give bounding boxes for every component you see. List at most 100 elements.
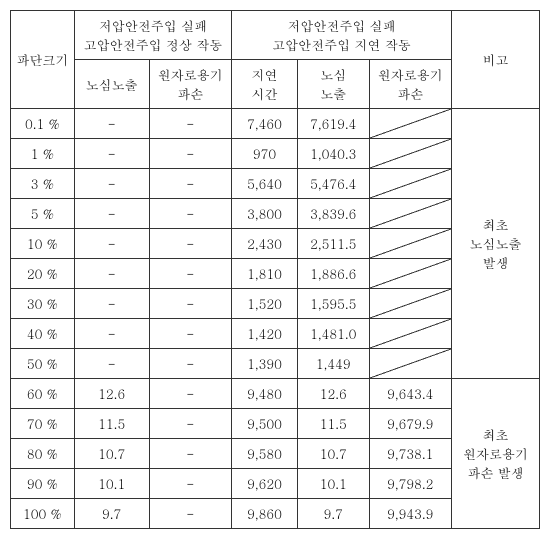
- cell-core-exposure: -: [74, 319, 149, 349]
- cell-core-exposure-2: 2,511.5: [298, 229, 369, 259]
- cell-vessel-damage-2: [369, 199, 451, 229]
- cell-delay-time: 9,500: [232, 409, 298, 439]
- cell-vessel-damage: -: [149, 349, 231, 379]
- cell-core-exposure: 11.5: [74, 409, 149, 439]
- cell-core-exposure: -: [74, 169, 149, 199]
- header-group2-l2: 고압안전주입 지연 작동: [272, 35, 411, 54]
- cell-delay-time: 2,430: [232, 229, 298, 259]
- cell-core-exposure: 12.6: [74, 379, 149, 409]
- cell-delay-time: 1,390: [232, 349, 298, 379]
- cell-vessel-damage: -: [149, 169, 231, 199]
- cell-delay-time: 7,460: [232, 109, 298, 139]
- note-first-vessel-damage: 최초원자로용기파손 발생: [451, 379, 539, 529]
- cell-vessel-damage: -: [149, 439, 231, 469]
- cell-vessel-damage-2: 9,679.9: [369, 409, 451, 439]
- cell-vessel-damage: -: [149, 409, 231, 439]
- cell-size: 20 %: [11, 259, 75, 289]
- cell-core-exposure-2: 1,886.6: [298, 259, 369, 289]
- cell-core-exposure-2: 5,476.4: [298, 169, 369, 199]
- cell-core-exposure: -: [74, 289, 149, 319]
- header-sub-core2: 노심 노출: [298, 60, 369, 109]
- table-row: 0.1 %--7,4607,619.4최초노심노출발생: [11, 109, 540, 139]
- header-group1: 저압안전주입 실패 고압안전주입 정상 작동: [74, 11, 231, 60]
- header-note: 비고: [451, 11, 539, 109]
- cell-vessel-damage-2: [369, 319, 451, 349]
- cell-core-exposure-2: 7,619.4: [298, 109, 369, 139]
- cell-size: 10 %: [11, 229, 75, 259]
- cell-size: 50 %: [11, 349, 75, 379]
- header-sub-vessel2: 원자로용기 파손: [369, 60, 451, 109]
- cell-size: 5 %: [11, 199, 75, 229]
- cell-size: 1 %: [11, 139, 75, 169]
- cell-size: 90 %: [11, 469, 75, 499]
- cell-core-exposure: -: [74, 199, 149, 229]
- data-table: 파단크기 저압안전주입 실패 고압안전주입 정상 작동 저압안전주입 실패 고압…: [10, 10, 540, 529]
- cell-size: 30 %: [11, 289, 75, 319]
- header-sub-core: 노심노출: [74, 60, 149, 109]
- cell-core-exposure-2: 11.5: [298, 409, 369, 439]
- cell-core-exposure-2: 10.1: [298, 469, 369, 499]
- cell-vessel-damage: -: [149, 469, 231, 499]
- table-row: 60 %12.6-9,48012.69,643.4최초원자로용기파손 발생: [11, 379, 540, 409]
- cell-core-exposure-2: 1,449: [298, 349, 369, 379]
- cell-core-exposure: -: [74, 349, 149, 379]
- note2-l1: 최초: [482, 425, 508, 444]
- header-sub-core2-l1: 노심: [320, 65, 346, 84]
- cell-size: 3 %: [11, 169, 75, 199]
- header-group2-l1: 저압안전주입 실패: [287, 16, 395, 35]
- cell-delay-time: 5,640: [232, 169, 298, 199]
- cell-vessel-damage: -: [149, 289, 231, 319]
- header-sub-delay-l1: 지연: [252, 65, 278, 84]
- cell-delay-time: 1,420: [232, 319, 298, 349]
- cell-vessel-damage-2: [369, 289, 451, 319]
- cell-size: 0.1 %: [11, 109, 75, 139]
- header-size: 파단크기: [11, 11, 75, 109]
- header-sub-delay-l2: 시간: [252, 84, 278, 103]
- cell-size: 60 %: [11, 379, 75, 409]
- cell-vessel-damage-2: 9,943.9: [369, 499, 451, 529]
- header-sub-vessel-l2: 파손: [177, 84, 203, 103]
- header-sub-vessel2-l2: 파손: [397, 84, 423, 103]
- cell-vessel-damage-2: [369, 109, 451, 139]
- cell-size: 80 %: [11, 439, 75, 469]
- cell-delay-time: 1,810: [232, 259, 298, 289]
- cell-vessel-damage-2: [369, 259, 451, 289]
- cell-size: 100 %: [11, 499, 75, 529]
- header-group2: 저압안전주입 실패 고압안전주입 지연 작동: [232, 11, 452, 60]
- cell-vessel-damage-2: 9,643.4: [369, 379, 451, 409]
- cell-core-exposure-2: 1,595.5: [298, 289, 369, 319]
- header-sub-vessel-l1: 원자로용기: [158, 65, 223, 84]
- header-group1-l1: 저압안전주입 실패: [99, 16, 207, 35]
- cell-core-exposure: -: [74, 109, 149, 139]
- cell-core-exposure-2: 1,481.0: [298, 319, 369, 349]
- cell-delay-time: 1,520: [232, 289, 298, 319]
- cell-core-exposure-2: 1,040.3: [298, 139, 369, 169]
- header-sub-vessel2-l1: 원자로용기: [378, 65, 443, 84]
- cell-core-exposure: -: [74, 259, 149, 289]
- cell-vessel-damage-2: [369, 229, 451, 259]
- cell-core-exposure: 9.7: [74, 499, 149, 529]
- cell-delay-time: 9,860: [232, 499, 298, 529]
- cell-core-exposure: 10.7: [74, 439, 149, 469]
- cell-core-exposure-2: 10.7: [298, 439, 369, 469]
- cell-vessel-damage: -: [149, 229, 231, 259]
- cell-delay-time: 9,620: [232, 469, 298, 499]
- cell-vessel-damage: -: [149, 109, 231, 139]
- cell-vessel-damage: -: [149, 319, 231, 349]
- table-body: 0.1 %--7,4607,619.4최초노심노출발생1 %--9701,040…: [11, 109, 540, 529]
- cell-vessel-damage: -: [149, 199, 231, 229]
- cell-size: 40 %: [11, 319, 75, 349]
- note2-l3: 파손 발생: [467, 463, 523, 482]
- cell-core-exposure-2: 12.6: [298, 379, 369, 409]
- cell-vessel-damage: -: [149, 499, 231, 529]
- note-first-core-exposure: 최초노심노출발생: [451, 109, 539, 379]
- header-sub-delay: 지연 시간: [232, 60, 298, 109]
- cell-core-exposure-2: 3,839.6: [298, 199, 369, 229]
- cell-vessel-damage-2: [369, 139, 451, 169]
- cell-vessel-damage: -: [149, 139, 231, 169]
- cell-vessel-damage: -: [149, 379, 231, 409]
- cell-vessel-damage-2: 9,738.1: [369, 439, 451, 469]
- cell-core-exposure-2: 9.7: [298, 499, 369, 529]
- header-sub-vessel: 원자로용기 파손: [149, 60, 231, 109]
- note2-l2: 원자로용기: [463, 444, 528, 463]
